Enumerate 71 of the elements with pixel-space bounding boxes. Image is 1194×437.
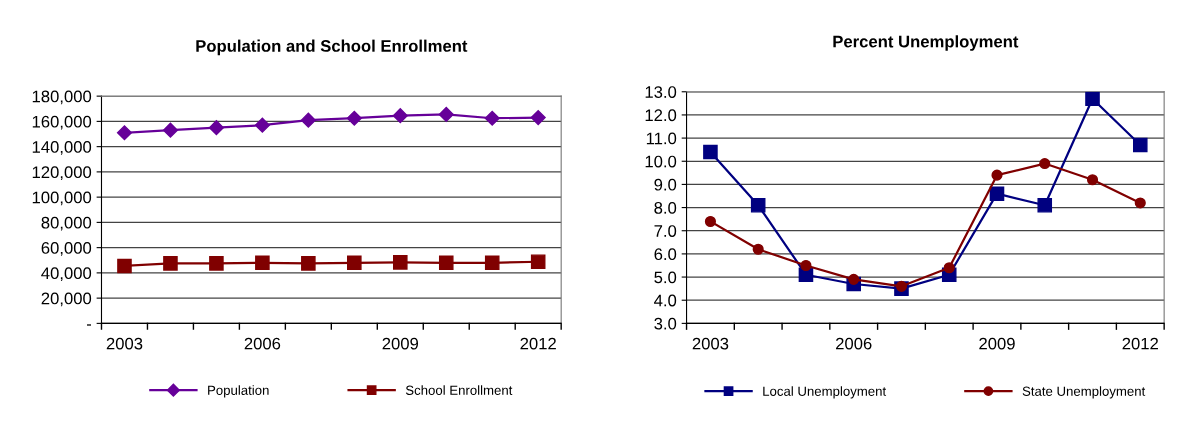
x-tick-label: 2003 [692,337,729,350]
x-tick-label: 2006 [836,337,872,350]
y-tick-label: 10.0 [645,155,677,168]
y-tick-label: 12.0 [645,109,677,122]
y-tick-label: 9.0 [654,178,677,191]
x-tick-label: 2012 [520,337,556,350]
y-tick-label: - [86,324,92,326]
y-tick-label: 8.0 [654,201,677,214]
point [254,117,270,133]
point [991,169,1003,181]
x-tick-label: 2006 [244,337,281,350]
point [484,110,500,126]
y-tick-label: 160,000 [32,115,92,130]
point [530,254,546,270]
chart-title: Population and School Enrollment [196,39,468,56]
point [848,273,860,285]
point [208,120,224,136]
point [438,106,454,123]
point [392,255,408,270]
point [1134,197,1146,209]
y-tick-label: 11.0 [646,132,677,145]
y-tick-label: 4.0 [654,294,677,307]
y-tick-label: 60,000 [41,242,92,256]
point [703,144,718,160]
point [300,112,316,128]
y-tick-label: 100,000 [32,191,92,206]
y-tick-label: 140,000 [32,141,92,155]
y-tick-label: 40,000 [41,267,92,282]
point [438,255,454,271]
y-tick-label: 120,000 [32,166,92,181]
point [1132,137,1148,153]
y-tick-label: 7.0 [654,225,677,237]
x-tick-label: 2012 [1122,337,1158,350]
point [163,256,178,271]
legend-label: School Enrollment [405,385,513,395]
point [943,262,955,274]
point [484,255,500,271]
point [989,186,1005,201]
x-tick-label: 2009 [979,337,1015,350]
point [392,108,408,124]
legend-label: Population [208,385,269,398]
point [301,256,316,271]
legend-label: Local Unemployment [763,386,887,399]
point [1085,91,1100,107]
point [162,122,179,138]
point [752,243,764,255]
point [209,256,224,271]
point [346,110,362,126]
point [1037,197,1053,213]
point [895,280,908,292]
point [1086,174,1099,186]
point [116,125,133,141]
y-tick-label: 5.0 [654,271,677,284]
point [255,255,270,271]
y-tick-label: 20,000 [41,292,92,307]
y-tick-label: 3.0 [654,317,677,330]
chart-title: Percent Unemployment [833,35,1019,51]
point [704,215,716,228]
point [117,258,132,274]
x-tick-label: 2009 [382,337,419,350]
y-tick-label: 6.0 [654,248,677,261]
x-tick-label: 2003 [106,337,143,350]
point [347,255,362,271]
point [800,259,812,272]
y-tick-label: 180,000 [32,90,92,105]
point [530,110,546,126]
point [750,197,766,213]
y-tick-label: 13.0 [645,86,677,98]
y-tick-label: 80,000 [41,216,92,231]
legend-label: State Unemployment [1022,386,1146,399]
point [1039,158,1051,170]
